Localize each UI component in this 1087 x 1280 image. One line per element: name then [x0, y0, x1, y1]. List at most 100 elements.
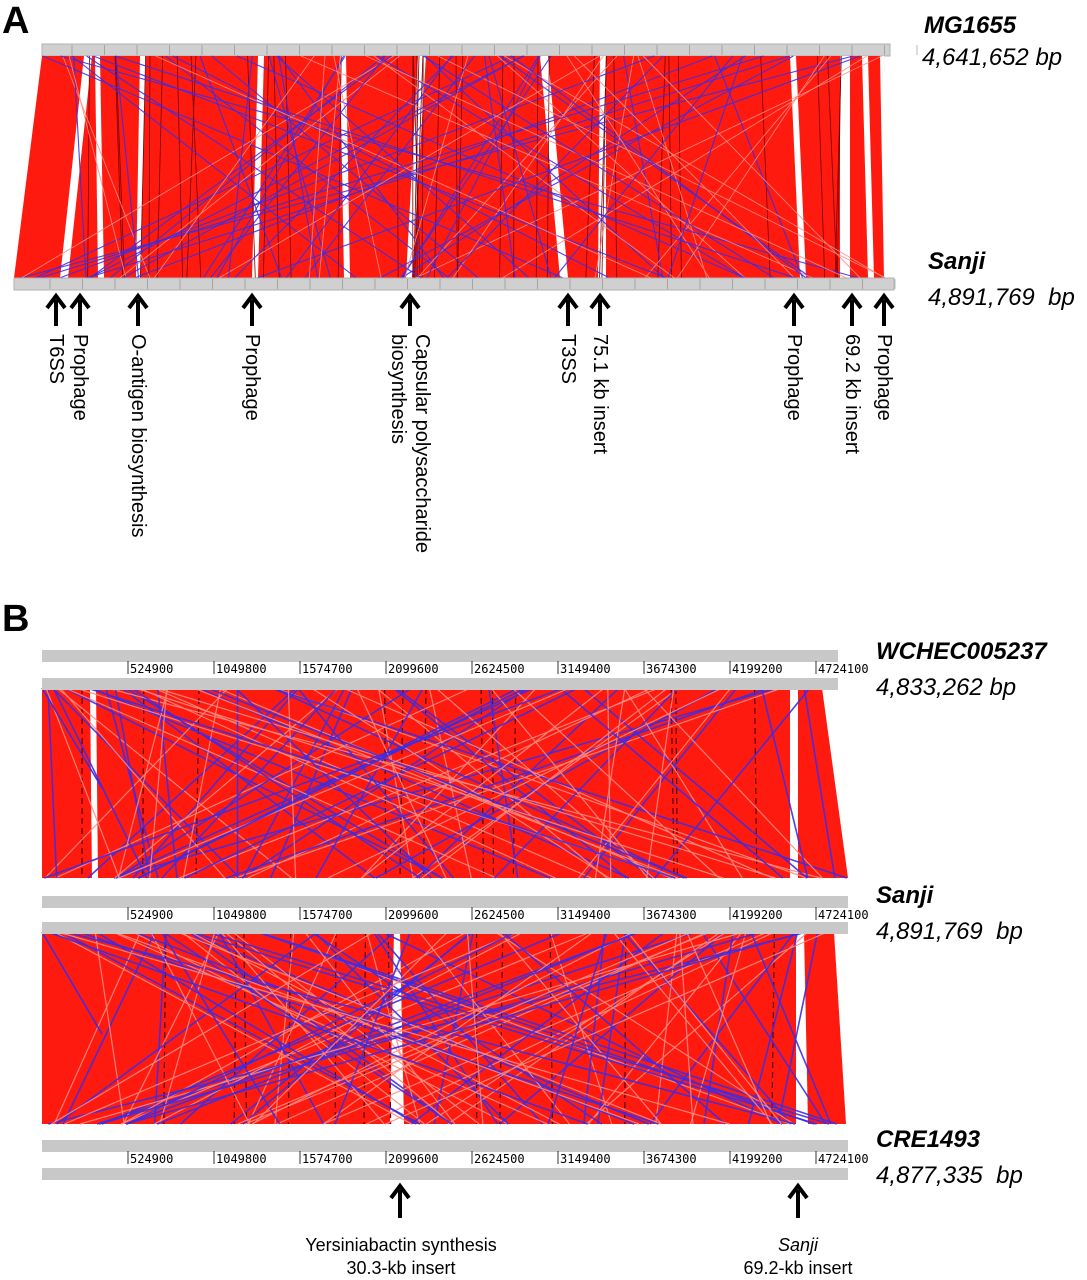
panel-a-gap — [862, 56, 874, 278]
panel-b-tick-label: 1049800 — [216, 908, 267, 922]
annotation-line: T3SS — [557, 334, 579, 385]
panel-a-block-boundary — [585, 55, 595, 279]
panel-b-block-boundary — [387, 931, 392, 1125]
panel-b-inverted-match — [646, 687, 675, 879]
panel-b-inverted-match — [327, 687, 723, 879]
panel-a-bottom-genome-name: Sanji — [928, 248, 986, 275]
panel-b-tick-label: 1574700 — [302, 662, 353, 676]
arrow-head — [783, 292, 805, 310]
panel-b-inverted-match — [101, 931, 565, 1125]
panel-b-inverted-match — [51, 687, 241, 879]
panel-b-genome-2-size: 4,891,769 bp — [876, 918, 1023, 945]
panel-b-inverted-match — [597, 931, 627, 1125]
panel-a-inverted-match — [488, 55, 552, 279]
panel-a-inverted-match — [446, 55, 664, 279]
panel-b-inverted-match — [53, 931, 142, 1125]
panel-a-inverted-match — [122, 55, 524, 279]
annotation-line: biosynthesis — [387, 334, 409, 445]
panel-b-inverted-match — [45, 687, 120, 879]
panel-a-inverted-match — [714, 55, 804, 279]
panel-a-annotation-0: T6SS — [44, 334, 68, 384]
annotation-line-2: 69.2-kb insert — [743, 1258, 853, 1278]
panel-b-inverted-match — [304, 931, 456, 1125]
panel-a-inverted-match — [93, 55, 667, 279]
panel-b-tick-label: 4199200 — [732, 908, 783, 922]
panel-b-tick-label: 4724100 — [818, 1152, 869, 1166]
panel-b-inverted-match — [366, 931, 775, 1125]
panel-b-tick-label: 2624500 — [474, 662, 525, 676]
panel-b-tick-label: 3149400 — [560, 908, 611, 922]
panel-b-inverted-match — [44, 687, 565, 879]
panel-b-inverted-match — [150, 931, 251, 1125]
panel-b-inverted-match — [44, 687, 229, 879]
panel-b-tick-label: 2624500 — [474, 908, 525, 922]
arrow-head — [399, 292, 421, 310]
panel-b-block-boundary — [499, 931, 504, 1125]
panel-a-inverted-match — [275, 55, 530, 279]
panel-b-block-boundary — [624, 931, 627, 1125]
panel-b-inverted-match — [241, 687, 529, 879]
arrow-head — [589, 292, 611, 310]
panel-a-inverted-match — [308, 55, 326, 279]
panel-b-inverted-match — [157, 687, 178, 879]
panel-b-inverted-match — [57, 931, 730, 1125]
panel-b-genome-bar — [42, 678, 838, 690]
panel-a-inverted-match — [234, 55, 454, 279]
panel-b-block-boundary — [243, 931, 248, 1125]
arrow-head — [241, 292, 263, 310]
panel-b-inverted-match — [41, 931, 103, 1035]
panel-b-genome-bar — [42, 650, 838, 662]
panel-b-inverted-match — [64, 687, 443, 879]
panel-a-block-boundary — [87, 55, 90, 279]
panel-b-inverted-match — [588, 931, 743, 1125]
panel-b-inverted-match — [356, 687, 447, 879]
panel-b-inverted-match — [690, 931, 747, 1125]
panel-b-inverted-match — [162, 931, 453, 1125]
panel-a-inverted-match — [365, 55, 847, 279]
panel-b-inverted-match — [701, 931, 827, 1125]
panel-b-block-boundary — [422, 687, 427, 879]
panel-a-inverted-match — [423, 55, 775, 279]
panel-a-inverted-match — [510, 55, 807, 279]
panel-a-top-genome-size: 4,641,652 bp — [922, 44, 1063, 71]
panel-b-block-boundary — [163, 931, 167, 1125]
panel-b-inverted-match — [559, 687, 784, 879]
panel-a-block-boundary — [668, 55, 673, 279]
panel-a-inverted-match — [437, 55, 886, 279]
panel-b-inverted-match — [95, 931, 417, 1125]
panel-b-block-boundary — [670, 687, 675, 879]
panel-b-inverted-match — [61, 931, 421, 1125]
panel-b-tick-label: 2099600 — [388, 662, 439, 676]
panel-a-gap — [95, 56, 104, 278]
panel-b-letter: B — [2, 598, 30, 640]
panel-b-tick-label: 524900 — [130, 1152, 173, 1166]
annotation-line: Prophage — [69, 334, 91, 421]
panel-a-inverted-match — [300, 55, 813, 279]
panel-b-block-boundary — [491, 687, 495, 879]
panel-b-inverted-match — [226, 687, 769, 879]
panel-a-bottom-genome-bar — [13, 277, 895, 291]
panel-a-inverted-match — [115, 55, 140, 279]
panel-b-inverted-match — [78, 931, 659, 1125]
panel-b-inverted-match — [190, 931, 817, 1125]
panel-b-inverted-match — [498, 931, 662, 1125]
panel-b-tick-label: 4724100 — [818, 908, 869, 922]
panel-b-tick-label: 1049800 — [216, 662, 267, 676]
panel-b-genome-bar — [42, 1168, 848, 1180]
panel-b-inverted-match — [271, 687, 848, 879]
panel-a-block-boundary — [140, 55, 147, 279]
panel-b-inverted-match — [126, 931, 517, 1125]
panel-b-inverted-match — [177, 931, 662, 1125]
annotation-line: Prophage — [241, 334, 263, 421]
panel-a-inverted-match — [278, 55, 445, 279]
panel-b-inverted-match — [56, 687, 293, 879]
panel-a-block-boundary — [273, 55, 280, 279]
panel-a-inverted-match — [236, 55, 746, 279]
panel-b-inverted-match — [54, 931, 412, 1125]
panel-a-block-boundary — [247, 55, 256, 279]
panel-b-inverted-match — [207, 687, 688, 879]
panel-b-inverted-match — [270, 687, 353, 879]
annotation-line-1: Yersiniabactin synthesis — [305, 1235, 497, 1255]
panel-a-match-block — [14, 56, 886, 278]
panel-b-inverted-match — [224, 931, 452, 1125]
